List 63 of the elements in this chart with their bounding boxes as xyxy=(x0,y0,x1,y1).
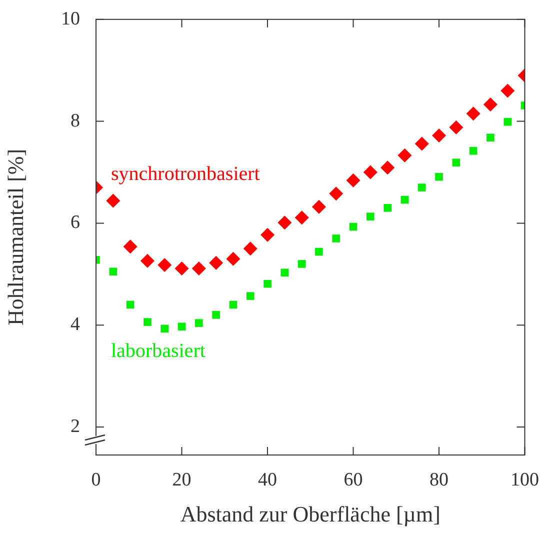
point xyxy=(486,134,494,142)
point xyxy=(466,106,480,121)
point xyxy=(195,319,203,327)
x-tick-label: 80 xyxy=(430,469,448,490)
point xyxy=(140,254,154,268)
point xyxy=(329,186,344,201)
series-label: laborbasiert xyxy=(111,340,206,362)
point xyxy=(500,84,515,98)
x-tick-label: 40 xyxy=(258,469,277,490)
y-tick-label: 4 xyxy=(70,314,80,336)
y-axis-title: Hohlraumanteil [%] xyxy=(2,148,28,326)
point xyxy=(126,300,134,309)
point xyxy=(363,165,378,180)
point xyxy=(260,228,274,242)
point xyxy=(483,97,498,112)
point xyxy=(435,172,443,181)
point xyxy=(229,300,238,309)
point xyxy=(398,148,412,162)
point xyxy=(315,248,323,256)
point xyxy=(280,268,289,276)
point xyxy=(380,160,395,175)
y-tick-label: 2 xyxy=(70,416,80,437)
point xyxy=(414,136,429,151)
x-tick-label: 60 xyxy=(344,469,363,490)
point xyxy=(400,196,409,204)
point xyxy=(192,262,206,276)
point xyxy=(504,118,512,126)
point xyxy=(144,318,152,326)
point xyxy=(432,128,446,143)
point xyxy=(212,311,220,319)
point xyxy=(312,200,326,214)
point xyxy=(243,242,258,256)
point xyxy=(298,260,306,268)
point xyxy=(160,324,168,333)
point xyxy=(449,120,464,134)
series-label: synchrotronbasiert xyxy=(111,162,260,185)
point xyxy=(226,252,240,266)
x-tick-label: 20 xyxy=(172,469,192,490)
point xyxy=(174,262,189,276)
point xyxy=(452,158,460,166)
point xyxy=(246,292,254,300)
point xyxy=(158,258,172,272)
point xyxy=(109,268,118,276)
point xyxy=(278,216,292,230)
x-tick-label: 0 xyxy=(91,469,101,490)
point xyxy=(366,212,374,220)
point xyxy=(384,204,392,212)
point xyxy=(346,173,360,188)
x-tick-label: 100 xyxy=(510,469,539,490)
point xyxy=(178,322,186,330)
x-axis-title: Abstand zur Oberfläche [µm] xyxy=(180,502,440,527)
point xyxy=(469,146,478,155)
y-tick-label: 6 xyxy=(70,212,80,234)
point xyxy=(106,194,120,208)
y-tick-label: 10 xyxy=(61,8,80,30)
point xyxy=(294,210,309,225)
point xyxy=(209,256,224,270)
y-tick-label: 8 xyxy=(70,110,80,132)
point xyxy=(418,184,426,192)
point xyxy=(349,222,358,231)
point xyxy=(332,234,340,242)
point xyxy=(123,240,138,254)
point xyxy=(264,280,272,288)
